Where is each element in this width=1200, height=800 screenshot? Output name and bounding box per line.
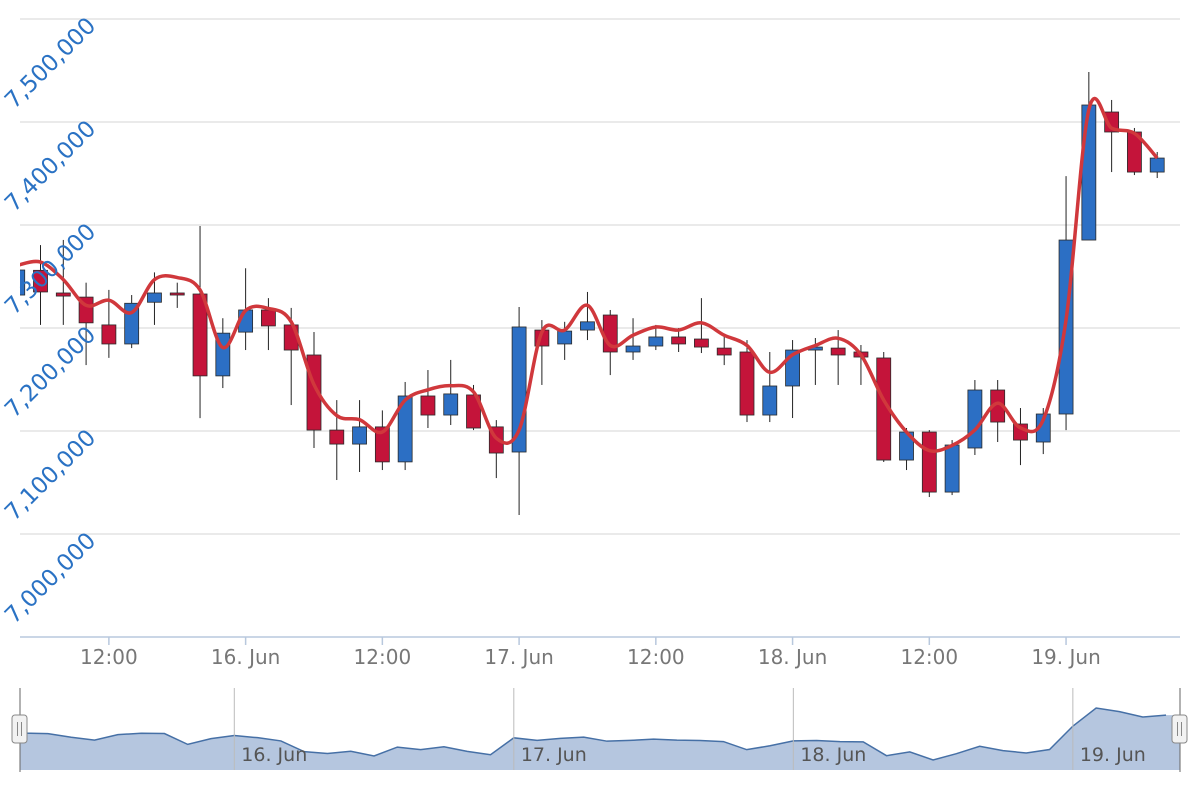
trend-line [20, 97, 1159, 453]
candle-body [192, 293, 208, 377]
candle-body [557, 330, 573, 345]
candle-body [147, 292, 162, 303]
x-tick-label: 12:00 [354, 645, 412, 669]
navigator-line [20, 707, 1167, 761]
candle-body [33, 269, 48, 293]
candle-body [420, 395, 436, 416]
candle-body [625, 345, 641, 353]
candle-body [352, 426, 367, 445]
x-tick-label: 12:00 [80, 645, 138, 669]
grid [20, 18, 1180, 535]
y-tick-label: 7,500,000 [0, 13, 101, 114]
navigator-tick-label: 19. Jun [1080, 744, 1146, 766]
candle-body [762, 385, 778, 416]
candle-body [101, 324, 117, 345]
x-tick-label: 12:00 [900, 645, 958, 669]
candle-body [20, 269, 26, 296]
candle-body [967, 389, 983, 449]
x-tick-label: 18. Jun [758, 645, 827, 669]
candle-body [694, 338, 709, 348]
candle-body [739, 351, 755, 416]
navigator-area [20, 708, 1180, 770]
plot-area [20, 72, 1165, 516]
candle-body [374, 426, 390, 463]
x-tick-label: 16. Jun [211, 645, 280, 669]
candle-body [944, 444, 960, 493]
candle-body [55, 292, 71, 297]
candle-body [671, 336, 687, 345]
navigator-handle[interactable] [11, 714, 28, 744]
candle-body [1104, 111, 1120, 133]
navigator-handles [11, 688, 1188, 772]
y-tick-label: 7,200,000 [0, 322, 101, 423]
candle-body [443, 393, 459, 416]
x-tick-label: 17. Jun [484, 645, 553, 669]
navigator-tick-label: 18. Jun [800, 744, 866, 766]
axis-labels: 7,000,0007,100,0007,200,0007,300,0007,40… [0, 13, 1101, 669]
y-tick-label: 7,100,000 [0, 425, 101, 526]
navigator: 16. Jun 17. Jun 18. Jun 19. Jun [20, 688, 1180, 772]
candle-body [716, 347, 732, 356]
candle-body [329, 429, 345, 445]
candle-body [169, 292, 185, 296]
x-tick-label: 19. Jun [1031, 645, 1100, 669]
y-tick-label: 7,400,000 [0, 116, 101, 217]
navigator-series [20, 707, 1180, 770]
candle-body [397, 395, 413, 463]
candle-body [1149, 157, 1165, 173]
x-tick-label: 12:00 [627, 645, 685, 669]
candle-body [466, 394, 481, 429]
navigator-tick-label: 17. Jun [521, 744, 587, 766]
candle-body [580, 321, 595, 331]
navigator-tick-label: 16. Jun [241, 744, 307, 766]
candle-body [921, 431, 937, 493]
navigator-handle[interactable] [1171, 714, 1188, 744]
candle-body [1081, 104, 1097, 241]
candle-body [830, 347, 846, 356]
y-tick-label: 7,000,000 [0, 528, 101, 629]
candle-body [261, 309, 276, 327]
candle-body [648, 336, 664, 347]
